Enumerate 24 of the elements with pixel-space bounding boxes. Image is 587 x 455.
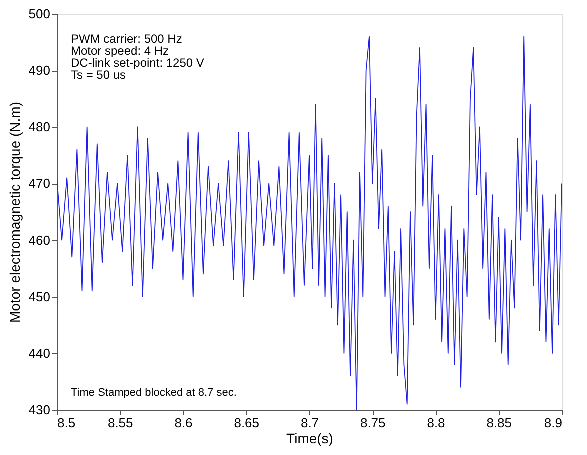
y-tick-label: 500 bbox=[28, 6, 50, 22]
x-tick-label: 8.75 bbox=[360, 416, 386, 430]
x-tick-label: 8.5 bbox=[58, 416, 76, 430]
y-tick-label: 470 bbox=[28, 176, 50, 192]
annotation: Time Stamped blocked at 8.7 sec. bbox=[71, 387, 237, 399]
y-tick-label: 440 bbox=[28, 346, 50, 361]
x-tick-label: 8.6 bbox=[174, 416, 193, 430]
x-tick-label: 8.7 bbox=[300, 416, 320, 430]
annotation: PWM carrier: 500 Hz bbox=[71, 32, 182, 46]
x-axis-title: Time(s) bbox=[286, 430, 334, 446]
x-tick-label: 8.9 bbox=[544, 416, 562, 430]
x-tick-label: 8.85 bbox=[486, 416, 512, 430]
annotation: DC-link set-point: 1250 V bbox=[71, 56, 204, 70]
y-axis-title: Motor electromagnetic torque (N.m) bbox=[6, 102, 23, 323]
annotation: Motor speed: 4 Hz bbox=[71, 44, 170, 58]
y-tick-label: 450 bbox=[28, 289, 50, 304]
y-tick-label: 430 bbox=[28, 402, 50, 418]
y-tick-label: 460 bbox=[28, 232, 50, 248]
y-tick-label: 480 bbox=[28, 120, 50, 135]
x-tick-label: 8.8 bbox=[427, 416, 446, 430]
x-tick-label: 8.55 bbox=[108, 416, 134, 430]
y-tick-label: 490 bbox=[28, 63, 50, 78]
annotation: Ts = 50 us bbox=[71, 68, 126, 82]
x-tick-label: 8.65 bbox=[234, 416, 260, 430]
